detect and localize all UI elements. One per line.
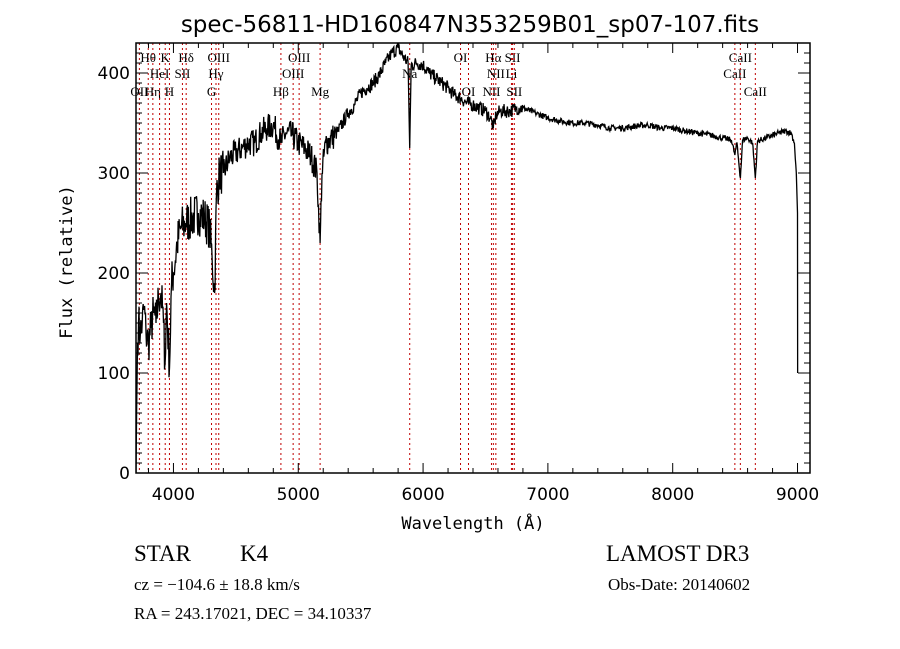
observation-date: Obs-Date: 20140602 (608, 575, 750, 594)
y-tick-label: 100 (98, 364, 130, 384)
line-marker-label: Hδ (178, 50, 194, 65)
line-marker-label: Hα (485, 50, 501, 65)
line-marker-label: Hβ (273, 84, 289, 99)
line-marker-label: NII (482, 84, 500, 99)
object-class: STAR (134, 541, 192, 566)
y-tick-label: 200 (98, 264, 130, 284)
line-marker-label: OIII (208, 50, 230, 65)
coordinates: RA = 243.17021, DEC = 34.10337 (134, 604, 372, 623)
line-marker-label: OIII (288, 50, 310, 65)
object-subclass: K4 (240, 541, 269, 566)
line-marker-label: G (207, 84, 216, 99)
line-marker-label: NII (487, 66, 505, 81)
line-marker-label: OI (454, 50, 468, 65)
y-tick-label: 400 (98, 64, 130, 84)
line-marker-label: Hη (145, 84, 161, 99)
x-tick-label: 7000 (526, 485, 569, 505)
line-marker-label: SII (506, 84, 522, 99)
x-tick-label: 6000 (401, 485, 444, 505)
y-tick-label: 300 (98, 164, 130, 184)
line-marker-label: Mg (311, 84, 330, 99)
chart-title: spec-56811-HD160847N353259B01_sp07-107.f… (181, 12, 759, 38)
line-marker-label: HeI (150, 66, 170, 81)
line-marker-label: H (165, 84, 174, 99)
line-marker-label: K (161, 50, 171, 65)
line-marker-label: Na (402, 66, 417, 81)
x-tick-label: 4000 (152, 485, 195, 505)
survey-name: LAMOST DR3 (606, 541, 749, 566)
line-marker-label: SII (174, 66, 190, 81)
line-marker-label: CaII (723, 66, 746, 81)
y-tick-label: 0 (119, 464, 130, 484)
series-layer (136, 43, 799, 473)
line-marker-label: Hγ (208, 66, 223, 81)
redshift-velocity: cz = −104.6 ± 18.8 km/s (134, 575, 300, 594)
line-marker-label: CaII (744, 84, 767, 99)
line-marker-label: OIII (282, 66, 304, 81)
line-marker-label: CaII (729, 50, 752, 65)
line-marker-label: SII (505, 50, 521, 65)
spectrum-line (136, 43, 799, 473)
axes: 4000 5000 6000 7000 8000 9000 0 100 200 300 400 (98, 42, 819, 505)
line-markers: OIIHθHηHeIKHSIIHδGHγOIIIHβOIIIOIIIMgNaOI… (130, 43, 767, 473)
line-marker-label: OI (462, 84, 476, 99)
x-tick-label: 9000 (776, 485, 819, 505)
x-axis-label: Wavelength (Å) (401, 512, 544, 534)
x-tick-label: 8000 (651, 485, 694, 505)
line-marker-label: Li (506, 66, 518, 81)
y-axis-label: Flux (relative) (57, 185, 77, 339)
x-tick-label: 5000 (277, 485, 320, 505)
line-marker-label: Hθ (140, 50, 156, 65)
line-marker-label: OII (130, 84, 148, 99)
